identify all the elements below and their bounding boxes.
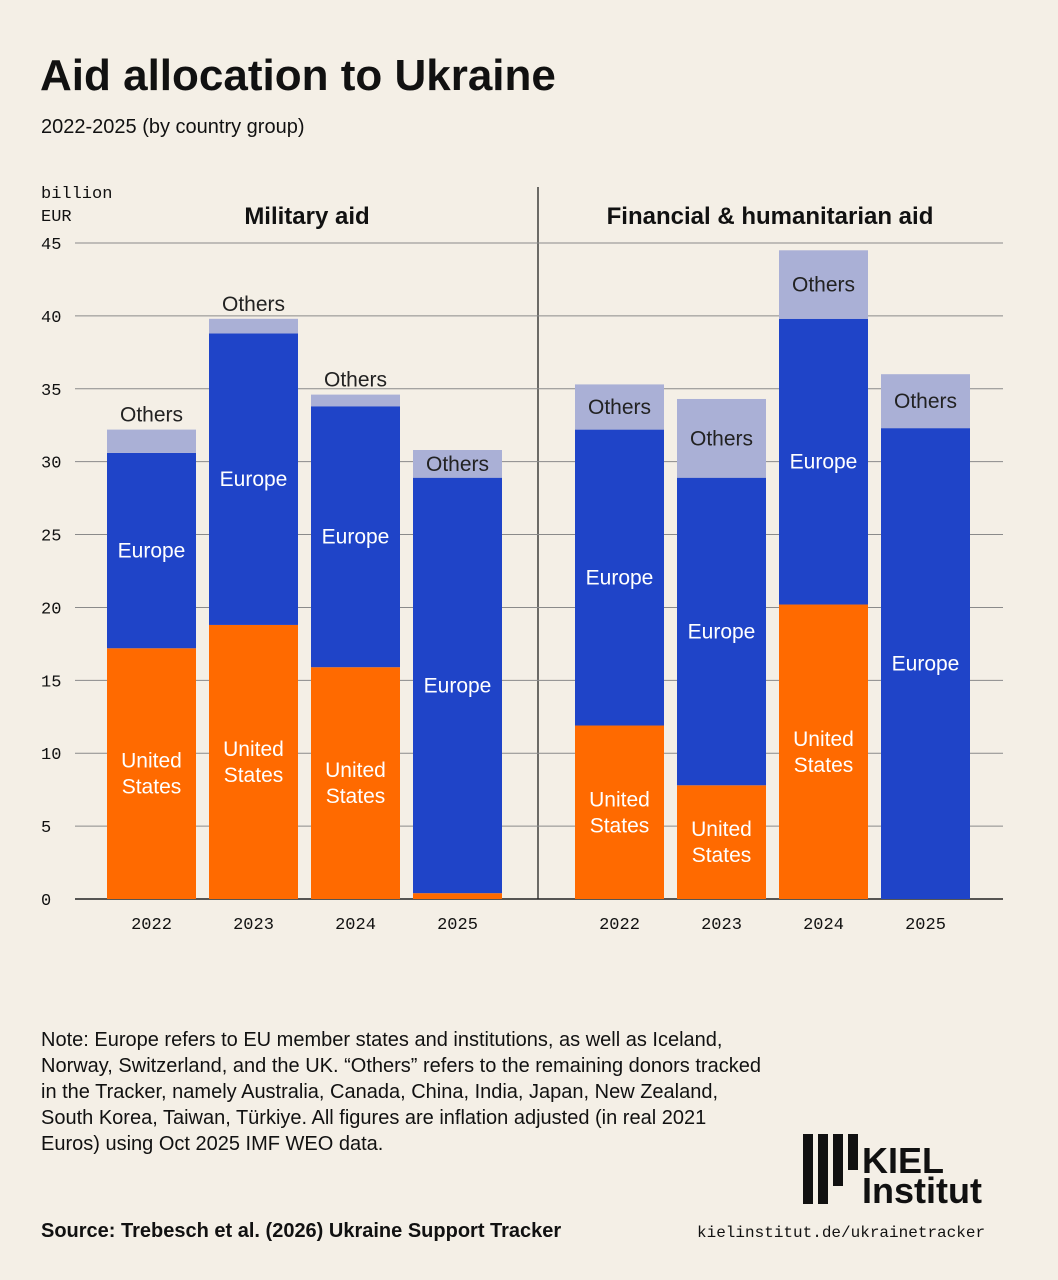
segment-label: United States [589, 788, 650, 837]
chart-title: Aid allocation to Ukraine [40, 51, 556, 100]
segment-label: Others [120, 404, 183, 427]
bar-segment [677, 785, 766, 899]
logo-text: Institut [862, 1170, 982, 1211]
panel-title: Military aid [244, 203, 369, 230]
y-tick-label: 15 [41, 673, 61, 692]
bar-segment [413, 477, 502, 894]
y-tick-label: 30 [41, 455, 61, 474]
x-tick-label: 2025 [905, 916, 946, 935]
y-tick-label: 10 [41, 746, 61, 765]
segment-label: United States [691, 818, 752, 867]
segment-label: Europe [322, 526, 390, 549]
segment-label: Europe [790, 451, 858, 474]
bar-segment [311, 394, 400, 407]
segment-label: Others [588, 396, 651, 419]
bar-segment [107, 429, 196, 453]
segment-label: Others [792, 274, 855, 297]
segment-label: United States [223, 738, 284, 787]
panel-title: Financial & humanitarian aid [607, 203, 934, 230]
logo-icon [803, 1134, 858, 1204]
logo-text: KIEL [862, 1140, 944, 1181]
segment-label: Others [222, 293, 285, 316]
bar-segment [107, 452, 196, 649]
source: Source: Trebesch et al. (2026) Ukraine S… [41, 1220, 562, 1242]
subtitle: 2022-2025 (by country group) [41, 116, 305, 138]
y-tick-label: 5 [41, 819, 51, 838]
bar-segment [413, 450, 502, 478]
note: Note: Europe refers to EU member states … [41, 1029, 761, 1155]
bar-segment [779, 604, 868, 899]
x-tick-label: 2022 [599, 916, 640, 935]
segment-label: Europe [688, 620, 756, 643]
bar-segment [779, 250, 868, 319]
bar-segment [881, 374, 970, 429]
segment-label: United States [793, 728, 854, 777]
segment-label: Europe [424, 674, 492, 697]
x-tick-label: 2023 [701, 916, 742, 935]
segment-label: Others [690, 427, 753, 450]
bar-segment [881, 428, 970, 899]
bar-segment [677, 398, 766, 478]
bar-segment [209, 624, 298, 899]
y-tick-label: 0 [41, 892, 51, 911]
bar-segment [209, 318, 298, 334]
bar-segment [575, 384, 664, 430]
segment-label: Europe [586, 567, 654, 590]
bar-segment [677, 477, 766, 786]
x-tick-label: 2024 [803, 916, 844, 935]
x-tick-label: 2024 [335, 916, 376, 935]
x-tick-label: 2022 [131, 916, 172, 935]
x-tick-label: 2023 [233, 916, 274, 935]
segment-label: Europe [118, 540, 186, 563]
y-axis-label: billion EUR [41, 185, 112, 227]
bar-segment [779, 318, 868, 605]
y-tick-label: 25 [41, 528, 61, 547]
segment-label: Europe [220, 468, 288, 491]
x-tick-label: 2025 [437, 916, 478, 935]
bar-segment [311, 406, 400, 668]
segment-label: Europe [892, 653, 960, 676]
segment-label: Others [426, 453, 489, 476]
y-tick-label: 20 [41, 600, 61, 619]
y-tick-label: 40 [41, 309, 61, 328]
bar-segment [107, 648, 196, 899]
bar-segment [209, 333, 298, 625]
bar-segment [575, 429, 664, 726]
segment-label: Others [324, 369, 387, 392]
bar-segment [311, 667, 400, 899]
y-tick-label: 45 [41, 236, 61, 255]
bar-segment [413, 893, 502, 899]
bar-segment [575, 725, 664, 899]
y-tick-label: 35 [41, 382, 61, 401]
segment-label: United States [325, 759, 386, 808]
segment-label: United States [121, 750, 182, 799]
url: kielinstitut.de/ukrainetracker [697, 1224, 986, 1242]
segment-label: Others [894, 390, 957, 413]
